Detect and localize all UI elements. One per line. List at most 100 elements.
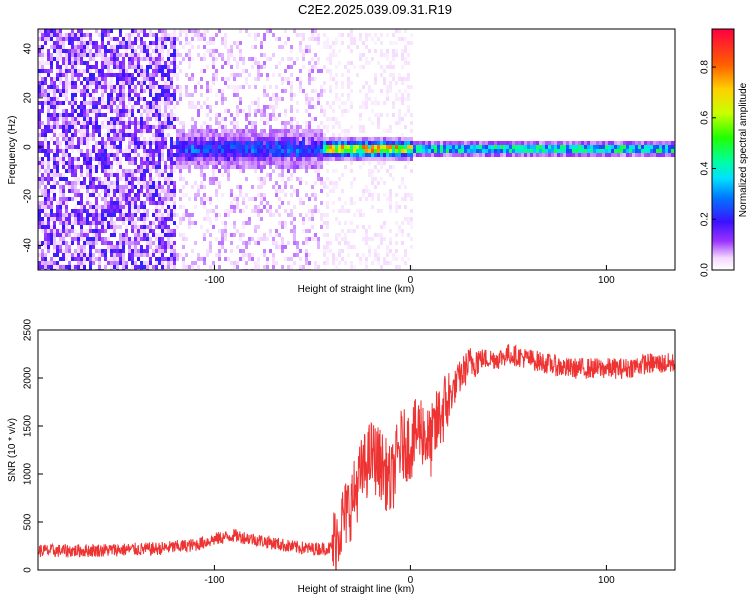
heat-cell-1934 — [158, 225, 161, 229]
heat-cell-1165 — [110, 225, 113, 229]
heat-cell-2029 — [164, 209, 167, 213]
heat-cell-3821 — [359, 37, 362, 41]
heat-cell-2560 — [215, 149, 218, 153]
heat-cell-2080 — [167, 229, 170, 233]
heat-cell-1549 — [134, 213, 137, 217]
heat-cell-127 — [44, 209, 47, 213]
heat-cell-2566 — [215, 181, 218, 185]
heat-cell-1693 — [143, 225, 146, 229]
heat-cell-3286 — [293, 165, 296, 169]
heat-cell-1184 — [113, 89, 116, 93]
heat-cell-3757 — [347, 145, 350, 149]
heat-cell-712 — [83, 49, 86, 53]
heat-cell-822 — [89, 137, 92, 141]
heat-cell-894 — [95, 29, 98, 33]
heat-cell-1104 — [107, 165, 110, 169]
heat-cell-2077 — [167, 213, 170, 217]
heat-cell-4120 — [395, 249, 398, 253]
heat-cell-3727 — [344, 129, 347, 133]
heat-cell-3097 — [272, 253, 275, 257]
heat-cell-173 — [47, 189, 50, 193]
heat-cell-2110 — [170, 145, 173, 149]
heat-cell-1022 — [101, 229, 104, 233]
heat-cell-305 — [56, 125, 59, 129]
heat-cell-311 — [56, 153, 59, 157]
heat-cell-4564 — [653, 153, 656, 157]
heat-cell-3030 — [266, 113, 269, 117]
heat-cell-4275 — [437, 149, 440, 153]
heat-cell-57 — [41, 77, 44, 81]
heat-cell-3380 — [305, 101, 308, 105]
heat-cell-2074 — [167, 197, 170, 201]
heat-cell-3550 — [323, 45, 326, 49]
heat-cell-3743 — [347, 33, 350, 37]
heat-cell-445 — [65, 129, 68, 133]
heat-cell-3739 — [344, 233, 347, 237]
heat-cell-72 — [41, 157, 44, 161]
heat-cell-1815 — [152, 141, 155, 145]
heat-cell-4363 — [503, 149, 506, 153]
heat-cell-2007 — [164, 93, 167, 97]
heat-cell-1297 — [119, 173, 122, 177]
heat-cell-952 — [98, 109, 101, 113]
heat-cell-4274 — [437, 145, 440, 149]
heat-cell-146 — [47, 57, 50, 61]
heat-cell-1128 — [110, 53, 113, 57]
heat-cell-982 — [101, 37, 104, 41]
heat-cell-2755 — [236, 141, 239, 145]
heat-cell-367 — [59, 221, 62, 225]
heat-cell-1424 — [128, 89, 131, 93]
heat-cell-3571 — [323, 253, 326, 257]
heat-cell-3300 — [296, 77, 299, 81]
heat-cell-1201 — [113, 189, 116, 193]
heat-cell-2160 — [173, 145, 176, 149]
heat-cell-1311 — [119, 241, 122, 245]
heat-cell-2697 — [230, 153, 233, 157]
heat-cell-1614 — [140, 77, 143, 81]
heat-cell-4173 — [404, 45, 407, 49]
heat-cell-3492 — [314, 237, 317, 241]
heat-cell-2707 — [230, 241, 233, 245]
heat-cell-1385 — [125, 129, 128, 133]
heat-cell-338 — [59, 57, 62, 61]
heat-cell-1547 — [134, 205, 137, 209]
heat-cell-2596 — [218, 257, 221, 261]
heat-cell-2452 — [203, 205, 206, 209]
heat-cell-1910 — [158, 125, 161, 129]
heat-cell-784 — [86, 169, 89, 173]
heat-cell-1580 — [137, 129, 140, 133]
heat-cell-4000 — [380, 177, 383, 181]
heat-cell-4542 — [638, 145, 641, 149]
heat-cell-625 — [77, 105, 80, 109]
heat-cell-3622 — [329, 181, 332, 185]
heat-cell-408 — [62, 193, 65, 197]
heat-cell-849 — [89, 265, 92, 269]
heat-cell-2362 — [194, 153, 197, 157]
heat-cell-4058 — [389, 129, 392, 133]
heat-cell-3915 — [371, 37, 374, 41]
heat-cell-456 — [65, 181, 68, 185]
heat-cell-1221 — [116, 49, 119, 53]
heat-cell-4334 — [482, 145, 485, 149]
heat-cell-1348 — [122, 185, 125, 189]
heat-cell-1741 — [146, 253, 149, 257]
heat-cell-4283 — [443, 149, 446, 153]
heat-cell-4232 — [410, 193, 413, 197]
heat-cell-4561 — [653, 141, 656, 145]
heat-cell-2955 — [257, 209, 260, 213]
heat-cell-1371 — [125, 45, 128, 49]
heat-cell-2902 — [254, 37, 257, 41]
heat-cell-826 — [89, 161, 92, 165]
heat-cell-2303 — [188, 93, 191, 97]
heat-cell-857 — [92, 77, 95, 81]
heat-cell-4326 — [476, 145, 479, 149]
heat-cell-927 — [95, 205, 98, 209]
heat-cell-4154 — [401, 101, 404, 105]
heat-cell-4391 — [524, 149, 527, 153]
heat-cell-234 — [53, 29, 56, 33]
heat-cell-2246 — [182, 121, 185, 125]
heat-cell-4076 — [389, 249, 392, 253]
heat-cell-1175 — [113, 37, 116, 41]
heat-cell-4414 — [542, 145, 545, 149]
heat-cell-489 — [68, 137, 71, 141]
